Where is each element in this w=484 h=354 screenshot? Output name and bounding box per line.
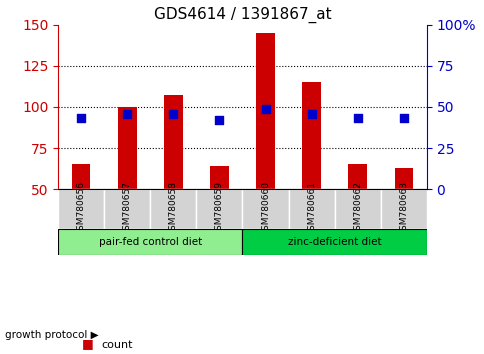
FancyBboxPatch shape bbox=[196, 189, 242, 229]
Text: count: count bbox=[102, 341, 133, 350]
Text: GSM780657: GSM780657 bbox=[122, 181, 132, 236]
FancyBboxPatch shape bbox=[150, 189, 196, 229]
Bar bbox=[348, 165, 366, 189]
FancyBboxPatch shape bbox=[104, 189, 150, 229]
FancyBboxPatch shape bbox=[58, 229, 242, 255]
Point bbox=[77, 116, 85, 121]
Bar bbox=[256, 33, 274, 189]
FancyBboxPatch shape bbox=[334, 189, 380, 229]
Text: zinc-deficient diet: zinc-deficient diet bbox=[287, 237, 381, 247]
FancyBboxPatch shape bbox=[242, 229, 426, 255]
Text: GSM780660: GSM780660 bbox=[260, 181, 270, 236]
Point bbox=[353, 116, 361, 121]
Bar bbox=[164, 96, 182, 189]
Text: GSM780663: GSM780663 bbox=[398, 181, 408, 236]
FancyBboxPatch shape bbox=[288, 189, 334, 229]
Bar bbox=[118, 107, 136, 189]
Text: GSM780662: GSM780662 bbox=[352, 181, 362, 236]
FancyBboxPatch shape bbox=[58, 189, 104, 229]
Text: GSM780661: GSM780661 bbox=[306, 181, 316, 236]
Bar bbox=[302, 82, 320, 189]
Text: ■: ■ bbox=[81, 352, 93, 354]
Point bbox=[215, 117, 223, 123]
Text: growth protocol ▶: growth protocol ▶ bbox=[5, 330, 98, 339]
FancyBboxPatch shape bbox=[242, 189, 288, 229]
Text: GSM780656: GSM780656 bbox=[76, 181, 86, 236]
Point bbox=[123, 111, 131, 116]
Point bbox=[169, 111, 177, 116]
Point bbox=[261, 106, 269, 112]
Text: ■: ■ bbox=[81, 337, 93, 350]
Text: GSM780659: GSM780659 bbox=[214, 181, 224, 236]
FancyBboxPatch shape bbox=[380, 189, 426, 229]
Text: GSM780658: GSM780658 bbox=[168, 181, 178, 236]
Bar bbox=[393, 168, 412, 189]
Point bbox=[307, 111, 315, 116]
Point bbox=[399, 116, 407, 121]
Bar bbox=[72, 165, 90, 189]
Text: pair-fed control diet: pair-fed control diet bbox=[99, 237, 201, 247]
Title: GDS4614 / 1391867_at: GDS4614 / 1391867_at bbox=[153, 7, 331, 23]
Bar bbox=[210, 166, 228, 189]
